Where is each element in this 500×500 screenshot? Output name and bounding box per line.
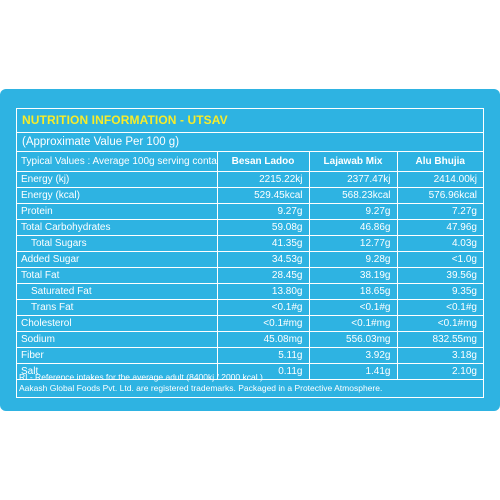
table-row: Salt 0.11g 1.41g 2.10g bbox=[17, 363, 483, 380]
panel-subtitle: (Approximate Value Per 100 g) bbox=[17, 133, 483, 152]
panel-title: NUTRITION INFORMATION - UTSAV bbox=[17, 109, 483, 133]
nutrient-label: Protein bbox=[17, 203, 218, 220]
nutrient-value: 529.45kcal bbox=[217, 187, 310, 204]
table-row: Added Sugar 34.53g 9.28g <1.0g bbox=[17, 251, 483, 268]
nutrient-label: Cholesterol bbox=[17, 315, 218, 332]
nutrient-value: 4.03g bbox=[397, 235, 483, 252]
nutrient-label: Energy (kj) bbox=[17, 171, 218, 188]
nutrient-value: 12.77g bbox=[309, 235, 398, 252]
nutrient-value: 5.11g bbox=[217, 347, 310, 364]
nutrient-value: 39.56g bbox=[397, 267, 483, 284]
nutrient-value: 41.35g bbox=[217, 235, 310, 252]
nutrient-value: <0.1#mg bbox=[217, 315, 310, 332]
nutrient-label: Added Sugar bbox=[17, 251, 218, 268]
nutrient-value: 568.23kcal bbox=[309, 187, 398, 204]
nutrient-value: 2.10g bbox=[397, 363, 483, 380]
footer-ri-note: RI - Reference intakes for the average a… bbox=[19, 372, 263, 382]
nutrient-value: 59.08g bbox=[217, 219, 310, 236]
nutrient-value: 7.27g bbox=[397, 203, 483, 220]
nutrient-value: 13.80g bbox=[217, 283, 310, 300]
header-lajawab-mix: Lajawab Mix bbox=[309, 152, 398, 172]
nutrient-value: 28.45g bbox=[217, 267, 310, 284]
nutrient-label: Saturated Fat bbox=[17, 283, 218, 300]
nutrient-label: Total Carbohydrates bbox=[17, 219, 218, 236]
table-row: Total Sugars 41.35g 12.77g 4.03g bbox=[17, 235, 483, 252]
nutrient-value: 18.65g bbox=[309, 283, 398, 300]
header-besan-ladoo: Besan Ladoo bbox=[217, 152, 310, 172]
nutrient-value: 2414.00kj bbox=[397, 171, 483, 188]
table-row: Energy (kcal) 529.45kcal 568.23kcal 576.96k… bbox=[17, 187, 483, 204]
nutrient-value: 34.53g bbox=[217, 251, 310, 268]
nutrient-value: 576.96kcal bbox=[397, 187, 483, 204]
nutrient-value: 46.86g bbox=[309, 219, 398, 236]
nutrient-label: Salt bbox=[17, 363, 218, 380]
nutrient-value: 1.41g bbox=[309, 363, 398, 380]
table-row: Total Fat 28.45g 38.19g 39.56g bbox=[17, 267, 483, 284]
nutrient-label: Total Sugars bbox=[17, 235, 218, 252]
table-row: Energy (kj) 2215.22kj 2377.47kj 2414.00kj bbox=[17, 171, 483, 188]
nutrient-value: 2377.47kj bbox=[309, 171, 398, 188]
table-row: Sodium 45.08mg 556.03mg 832.55mg bbox=[17, 331, 483, 348]
nutrient-value: 556.03mg bbox=[309, 331, 398, 348]
table-row: Protein 9.27g 9.27g 7.27g bbox=[17, 203, 483, 220]
nutrient-value: <0.1#mg bbox=[309, 315, 398, 332]
nutrient-value: 9.27g bbox=[309, 203, 398, 220]
nutrient-value: <1.0g bbox=[397, 251, 483, 268]
nutrient-label: Total Fat bbox=[17, 267, 218, 284]
table-body: Energy (kj) 2215.22kj 2377.47kj 2414.00kj En… bbox=[17, 171, 483, 380]
nutrient-value: <0.1#mg bbox=[397, 315, 483, 332]
nutrient-label: Energy (kcal) bbox=[17, 187, 218, 204]
nutrient-value: 0.11g bbox=[217, 363, 310, 380]
nutrient-value: <0.1#g bbox=[309, 299, 398, 316]
header-typical-values: Typical Values : Average 100g serving co… bbox=[17, 152, 218, 172]
nutrient-value: 2215.22kj bbox=[217, 171, 310, 188]
table-row: Cholesterol <0.1#mg <0.1#mg <0.1#mg bbox=[17, 315, 483, 332]
header-alu-bhujia: Alu Bhujia bbox=[397, 152, 483, 172]
nutrient-value: 47.96g bbox=[397, 219, 483, 236]
footer: RI - Reference intakes for the average a… bbox=[19, 372, 382, 394]
nutrient-value: 3.92g bbox=[309, 347, 398, 364]
nutrient-label: Sodium bbox=[17, 331, 218, 348]
table-row: Trans Fat <0.1#g <0.1#g <0.1#g bbox=[17, 299, 483, 316]
nutrient-label: Trans Fat bbox=[17, 299, 218, 316]
nutrient-value: 45.08mg bbox=[217, 331, 310, 348]
nutrient-value: 3.18g bbox=[397, 347, 483, 364]
table-row: Saturated Fat 13.80g 18.65g 9.35g bbox=[17, 283, 483, 300]
nutrition-panel: NUTRITION INFORMATION - UTSAV (Approxima… bbox=[16, 108, 484, 398]
nutrient-value: 832.55mg bbox=[397, 331, 483, 348]
nutrient-value: 9.35g bbox=[397, 283, 483, 300]
nutrition-table: Typical Values : Average 100g serving co… bbox=[17, 152, 483, 380]
nutrient-label: Fiber bbox=[17, 347, 218, 364]
nutrient-value: 9.28g bbox=[309, 251, 398, 268]
nutrient-value: 38.19g bbox=[309, 267, 398, 284]
table-header-row: Typical Values : Average 100g serving co… bbox=[17, 152, 483, 172]
nutrient-value: <0.1#g bbox=[397, 299, 483, 316]
footer-trademark-note: Aakash Global Foods Pvt. Ltd. are regist… bbox=[19, 383, 383, 393]
nutrient-value: <0.1#g bbox=[217, 299, 310, 316]
table-row: Fiber 5.11g 3.92g 3.18g bbox=[17, 347, 483, 364]
table-row: Total Carbohydrates 59.08g 46.86g 47.96g bbox=[17, 219, 483, 236]
nutrient-value: 9.27g bbox=[217, 203, 310, 220]
